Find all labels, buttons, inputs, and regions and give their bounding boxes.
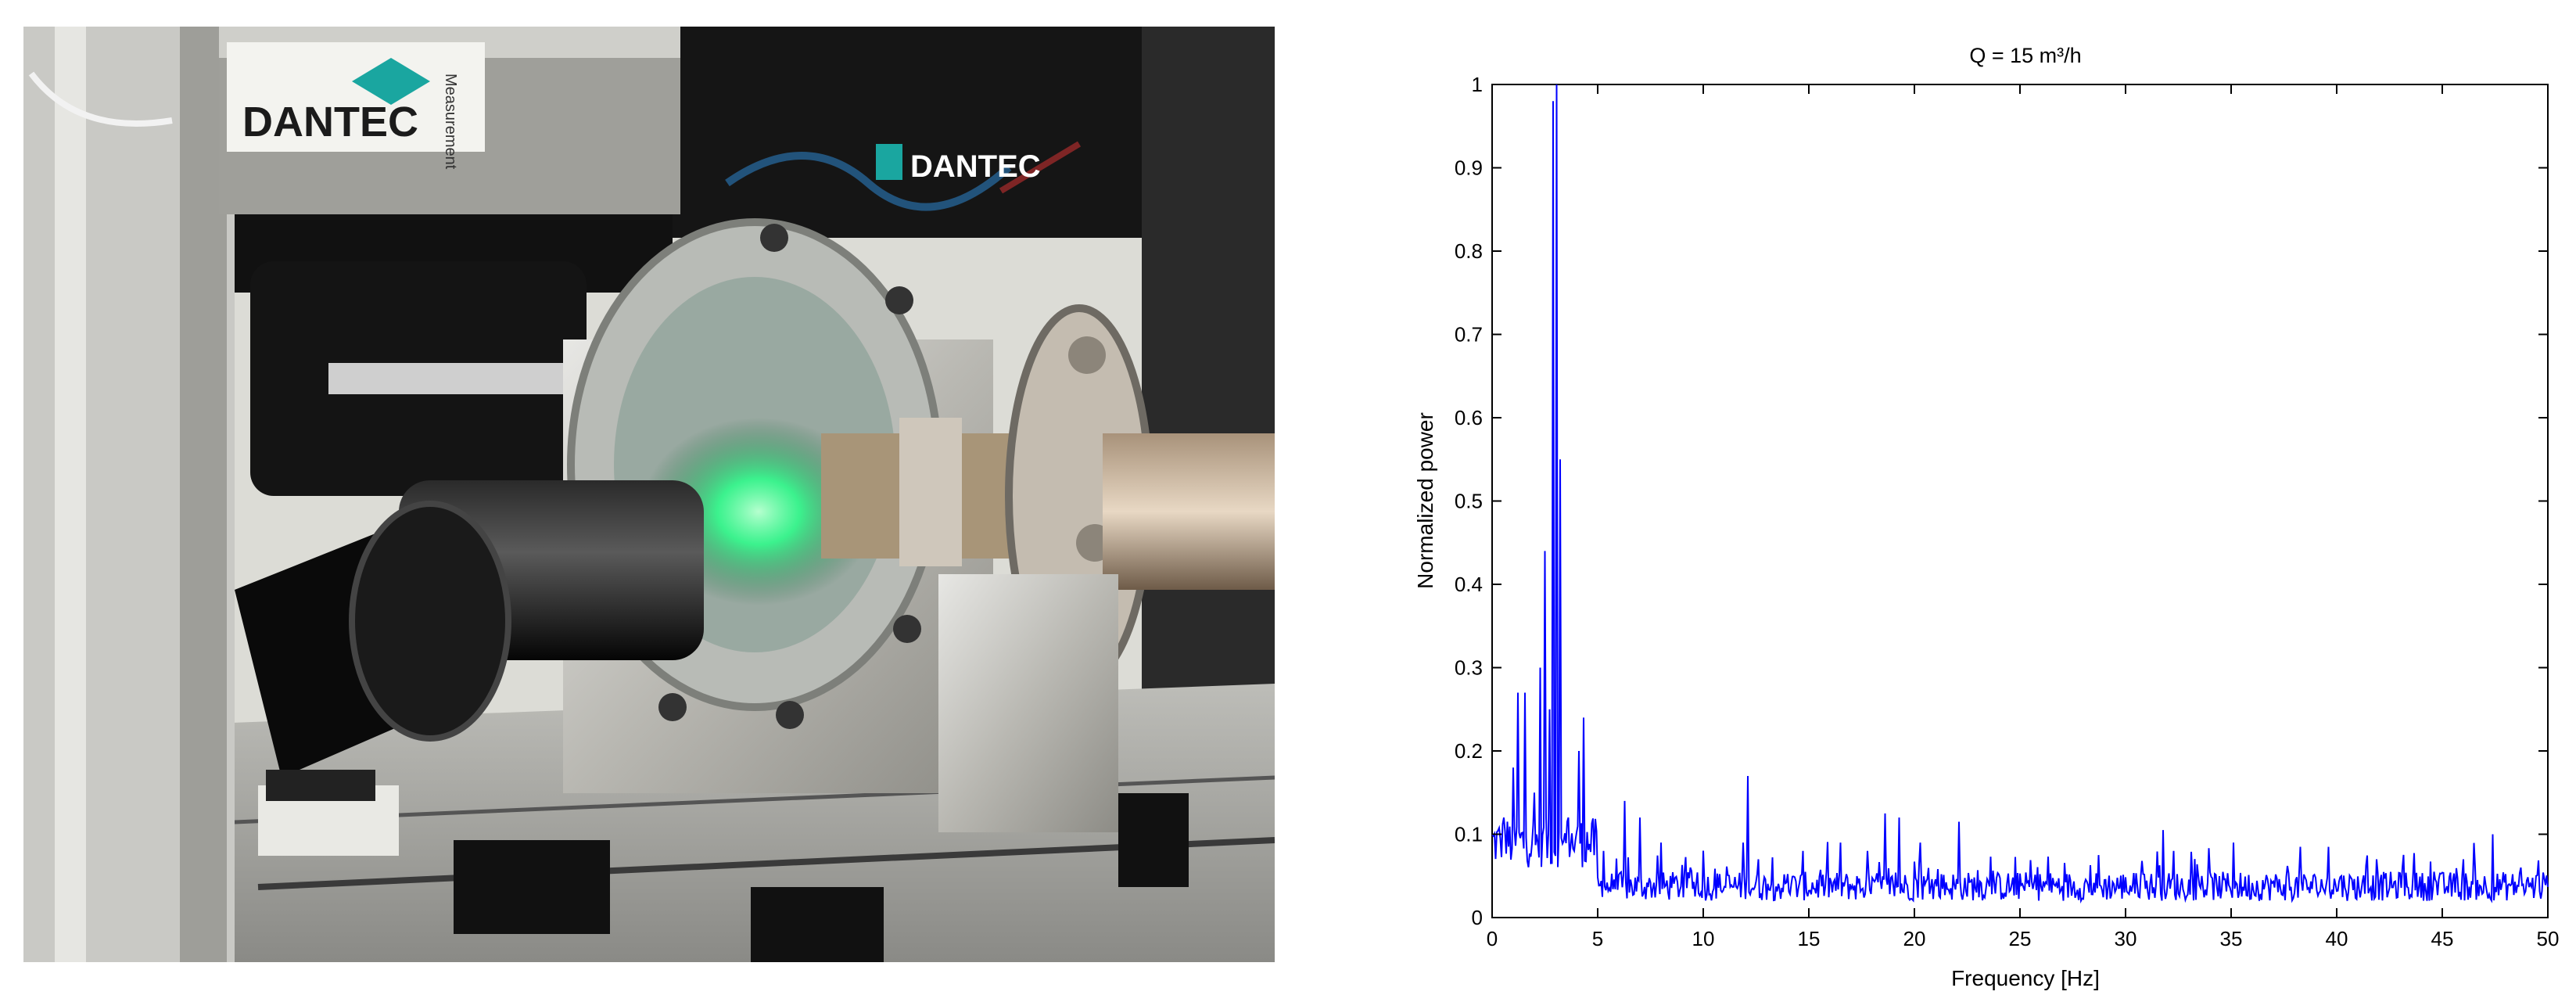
y-tick-label: 1 (1472, 73, 1483, 96)
measurement-sticker-text: Measurement (442, 74, 459, 170)
banner-brand-label: DANTEC (910, 149, 1041, 184)
x-tick-label: 45 (2431, 927, 2454, 950)
x-tick-label: 10 (1692, 927, 1715, 950)
y-tick-label: 0 (1472, 906, 1483, 929)
x-tick-label: 35 (2220, 927, 2243, 950)
x-tick-label: 5 (1592, 927, 1603, 950)
x-tick-label: 0 (1487, 927, 1498, 950)
y-tick-label: 0.8 (1455, 239, 1483, 263)
series-layer (1491, 84, 2549, 904)
y-tick-label: 0.2 (1455, 739, 1483, 763)
plot-frame (1491, 84, 2549, 918)
x-tick-label: 50 (2537, 927, 2560, 950)
dantec-brand-label: DANTEC (242, 99, 418, 145)
y-tick-label: 0.7 (1455, 323, 1483, 347)
pipe (1103, 433, 1275, 590)
x-axis-ticks: 0 5 10 15 20 25 30 35 40 45 50 (1487, 84, 2560, 950)
x-tick-label: 15 (1798, 927, 1821, 950)
spectrum-line (1491, 84, 2549, 904)
y-tick-label: 0.4 (1455, 573, 1483, 596)
laser-test-rig-photo: DANTEC DANTEC Measurement (23, 27, 1275, 962)
dantec-logo-icon (352, 58, 430, 105)
y-tick-label: 0.6 (1455, 406, 1483, 429)
y-tick-label: 0.9 (1455, 156, 1483, 180)
x-tick-label: 30 (2115, 927, 2137, 950)
x-tick-label: 25 (2009, 927, 2032, 950)
y-tick-label: 0.3 (1455, 656, 1483, 680)
dantec-sticker (227, 42, 485, 152)
y-tick-label: 0.1 (1455, 823, 1483, 846)
banner-logo-icon (876, 144, 902, 180)
x-tick-label: 20 (1903, 927, 1926, 950)
plot-area (1491, 84, 2549, 918)
y-axis-ticks: 0 0.1 0.2 0.3 0.4 0.5 0.6 0.7 0.8 0.9 1 (1455, 73, 2548, 929)
bench-clamp-mid (751, 887, 884, 962)
y-tick-label: 0.5 (1455, 490, 1483, 513)
photo-illustration: DANTEC DANTEC Measurement (23, 27, 1275, 962)
chart-title: Q = 15 m³/h (1969, 44, 2081, 67)
x-tick-label: 40 (2326, 927, 2348, 950)
y-axis-label: Normalized power (1413, 412, 1437, 589)
power-spectrum-chart: 0 0.1 0.2 0.3 0.4 0.5 0.6 0.7 0.8 0.9 1 0 5 10 15 20 25… (1376, 0, 2576, 995)
chart-canvas: 0 0.1 0.2 0.3 0.4 0.5 0.6 0.7 0.8 0.9 1 0 5 10 15 20 25… (1413, 44, 2560, 990)
bench-clamp-left (454, 840, 610, 934)
bench-clamp-right (1118, 793, 1189, 887)
x-axis-label: Frequency [Hz] (1951, 966, 2100, 990)
